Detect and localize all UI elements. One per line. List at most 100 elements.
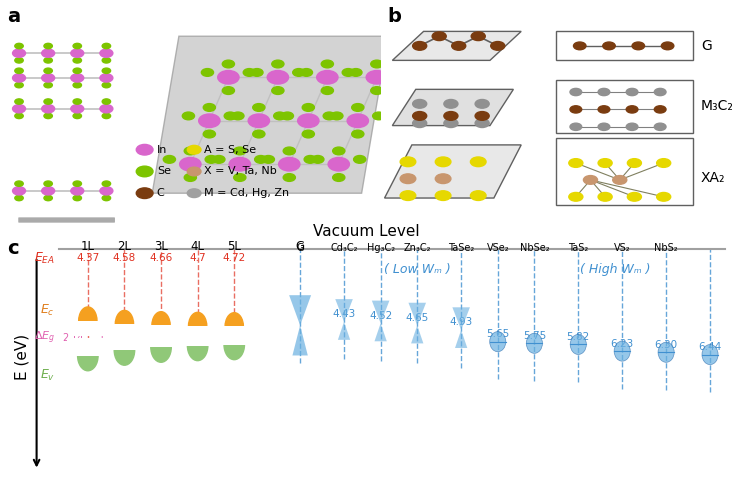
Text: 5.65: 5.65 — [486, 329, 509, 339]
Circle shape — [570, 88, 582, 96]
Circle shape — [102, 181, 111, 186]
Text: G: G — [296, 243, 304, 253]
Circle shape — [73, 99, 81, 104]
Text: 4.65: 4.65 — [406, 313, 429, 323]
Polygon shape — [392, 89, 513, 126]
Circle shape — [475, 112, 489, 120]
Circle shape — [71, 49, 83, 57]
Circle shape — [272, 87, 284, 95]
Circle shape — [283, 147, 296, 155]
Circle shape — [392, 69, 404, 76]
Circle shape — [366, 71, 387, 84]
Text: 4.7: 4.7 — [190, 253, 206, 263]
Circle shape — [15, 181, 23, 186]
Circle shape — [272, 60, 284, 68]
Circle shape — [351, 130, 364, 138]
Text: 4.58: 4.58 — [113, 253, 136, 263]
Text: ( Low Wₘ ): ( Low Wₘ ) — [384, 263, 451, 276]
Bar — [216, 327, 253, 341]
Text: 3L: 3L — [154, 240, 168, 253]
Circle shape — [253, 130, 265, 138]
Circle shape — [44, 83, 53, 88]
Text: 2.14: 2.14 — [63, 333, 84, 343]
Circle shape — [217, 71, 239, 84]
Bar — [177, 328, 218, 345]
Bar — [141, 329, 182, 347]
Circle shape — [198, 114, 220, 128]
Ellipse shape — [151, 332, 171, 362]
Circle shape — [184, 147, 196, 155]
Circle shape — [44, 99, 53, 104]
Circle shape — [432, 32, 447, 41]
Text: 6.44: 6.44 — [698, 342, 722, 352]
Text: M = Cd, Hg, Zn: M = Cd, Hg, Zn — [203, 188, 288, 198]
Ellipse shape — [225, 313, 243, 341]
Circle shape — [42, 49, 55, 57]
Circle shape — [201, 69, 214, 76]
Circle shape — [328, 157, 349, 171]
Circle shape — [598, 123, 610, 130]
Circle shape — [224, 112, 236, 120]
Ellipse shape — [78, 341, 98, 371]
Bar — [143, 326, 179, 341]
Circle shape — [332, 174, 345, 181]
Circle shape — [661, 42, 674, 50]
Circle shape — [370, 60, 383, 68]
Circle shape — [262, 156, 274, 163]
Circle shape — [102, 68, 111, 73]
Circle shape — [471, 191, 486, 200]
Circle shape — [350, 69, 362, 76]
Circle shape — [44, 43, 53, 49]
Circle shape — [44, 68, 53, 73]
Circle shape — [15, 68, 23, 73]
Circle shape — [15, 57, 23, 63]
Circle shape — [293, 69, 305, 76]
Text: 5.75: 5.75 — [523, 331, 546, 341]
Text: Vacuum Level: Vacuum Level — [313, 225, 419, 240]
Text: 4.52: 4.52 — [369, 311, 392, 321]
Circle shape — [354, 156, 366, 163]
Circle shape — [12, 187, 26, 195]
Circle shape — [413, 119, 427, 128]
Circle shape — [187, 189, 201, 198]
Text: ( High Wₘ ): ( High Wₘ ) — [580, 263, 650, 276]
Polygon shape — [411, 326, 423, 343]
Text: 1.59: 1.59 — [100, 332, 121, 342]
Circle shape — [598, 192, 612, 201]
Circle shape — [413, 112, 427, 120]
Text: VSe₂: VSe₂ — [487, 243, 509, 253]
Circle shape — [15, 83, 23, 88]
Circle shape — [203, 103, 215, 111]
Circle shape — [187, 145, 201, 154]
Circle shape — [370, 87, 383, 95]
FancyBboxPatch shape — [18, 217, 115, 223]
Circle shape — [436, 157, 451, 167]
Text: Zn₃C₂: Zn₃C₂ — [403, 243, 431, 253]
Circle shape — [73, 195, 81, 201]
Text: c: c — [7, 240, 19, 258]
Circle shape — [302, 103, 315, 111]
Circle shape — [475, 119, 489, 128]
Circle shape — [100, 187, 113, 195]
Polygon shape — [392, 31, 521, 60]
Ellipse shape — [702, 344, 718, 365]
Bar — [104, 333, 145, 350]
Circle shape — [654, 123, 666, 130]
Circle shape — [102, 99, 111, 104]
Text: E (eV): E (eV) — [15, 334, 29, 381]
Circle shape — [490, 42, 505, 50]
Text: 1.11: 1.11 — [209, 330, 231, 341]
Circle shape — [279, 157, 300, 171]
Circle shape — [136, 166, 153, 177]
Text: A = S, Se: A = S, Se — [203, 145, 255, 155]
Circle shape — [657, 158, 671, 167]
Circle shape — [102, 195, 111, 201]
Circle shape — [331, 112, 343, 120]
Text: $E_c$: $E_c$ — [40, 303, 55, 318]
Ellipse shape — [152, 312, 171, 340]
Text: 1.33: 1.33 — [136, 331, 157, 341]
Text: Se: Se — [157, 167, 171, 176]
Text: G: G — [296, 240, 305, 253]
Text: $E_v$: $E_v$ — [40, 368, 55, 384]
Polygon shape — [152, 36, 388, 193]
